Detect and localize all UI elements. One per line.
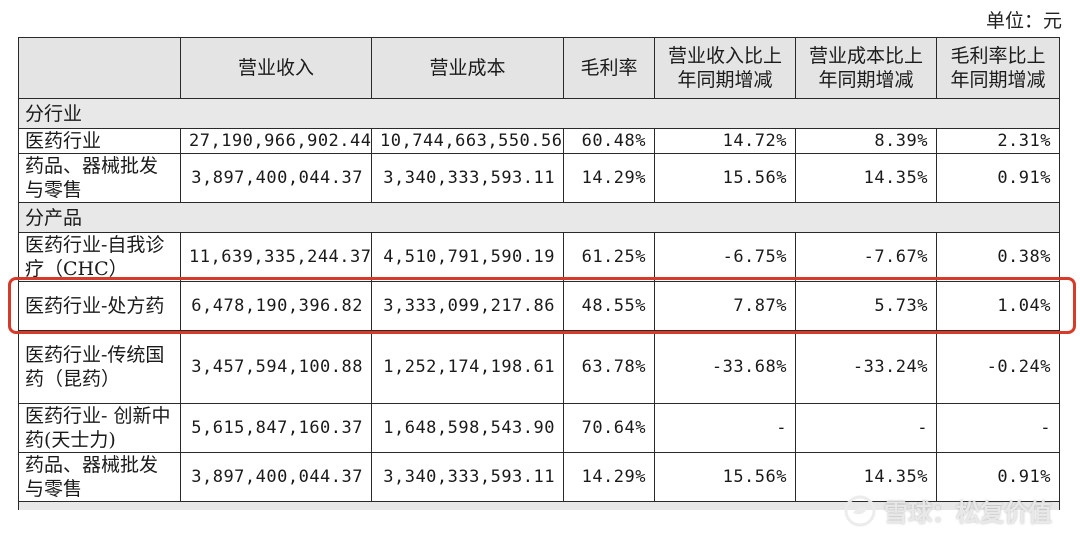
cell-cost-change: 8.39%: [795, 128, 937, 154]
cell-rev-change: 7.87%: [654, 281, 796, 331]
header-rev-change-line2: 年同期增减: [677, 69, 773, 91]
header-cost-change-line1: 营业成本比上: [808, 45, 923, 67]
cell-margin-change: 0.91%: [936, 153, 1060, 203]
cell-margin: 70.64%: [563, 403, 655, 453]
table-row: 医药行业-传统国药（昆药） 3,457,594,100.88 1,252,174,1…: [18, 330, 1060, 404]
row-name-cell: 医药行业: [18, 128, 181, 154]
header-revenue-label: 营业收入: [237, 57, 314, 79]
cell-cost-change: 14.35%: [795, 153, 937, 203]
cell-cost: 3,340,333,593.11: [371, 452, 564, 502]
header-cost-change: 营业成本比上 年同期增减: [795, 37, 937, 99]
header-margin-label: 毛利率: [580, 57, 638, 79]
header-cost-label: 营业成本: [429, 57, 506, 79]
cell-revenue: 6,478,190,396.82: [180, 281, 372, 331]
cell-cost: 1,252,174,198.61: [371, 330, 564, 404]
cell-rev-change: 14.72%: [654, 128, 796, 154]
cell-margin: 14.29%: [563, 153, 655, 203]
cell-margin: 61.25%: [563, 232, 655, 282]
header-margin-change-line1: 毛利率比上: [950, 45, 1046, 67]
cell-margin: 63.78%: [563, 330, 655, 404]
header-cost-change-line2: 年同期增减: [818, 69, 914, 91]
cell-margin-change: 0.38%: [936, 232, 1060, 282]
cell-cost: 10,744,663,550.56: [371, 128, 564, 154]
table-row: 药品、器械批发与零售 3,897,400,044.37 3,340,333,593.…: [18, 153, 1060, 203]
cell-rev-change: 15.56%: [654, 452, 796, 502]
header-revenue: 营业收入: [180, 37, 372, 99]
snowball-logo-icon: [844, 495, 876, 526]
row-name-cell: 医药行业- 创新中药(天士力): [18, 403, 181, 453]
section-title: 分行业: [18, 98, 1060, 129]
header-margin-change: 毛利率比上 年同期增减: [936, 37, 1060, 99]
cell-cost: 4,510,791,590.19: [371, 232, 564, 282]
cell-cost-change: -: [795, 403, 937, 453]
cell-margin: 60.48%: [563, 128, 655, 154]
table-row: 医药行业- 创新中药(天士力) 5,615,847,160.37 1,648,598…: [18, 403, 1060, 453]
table-row: 医药行业-自我诊疗（CHC） 11,639,335,244.37 4,510,791…: [18, 232, 1060, 282]
financial-table: 营业收入 营业成本 毛利率 营业收入比上 年同期增减 营业成本比上 年同期增减 毛利…: [18, 37, 1060, 510]
table-row: 药品、器械批发与零售 3,897,400,044.37 3,340,333,593.…: [18, 452, 1060, 502]
header-rev-change: 营业收入比上 年同期增减: [654, 37, 796, 99]
cell-rev-change: -6.75%: [654, 232, 796, 282]
cell-revenue: 11,639,335,244.37: [180, 232, 372, 282]
table-row: 医药行业-处方药 6,478,190,396.82 3,333,099,217.86…: [18, 281, 1060, 331]
cell-revenue: 3,457,594,100.88: [180, 330, 372, 404]
cell-rev-change: -: [654, 403, 796, 453]
section-title: 分产品: [18, 202, 1060, 233]
row-name-cell: 医药行业-传统国药（昆药）: [18, 330, 181, 404]
cell-rev-change: 15.56%: [654, 153, 796, 203]
cell-revenue: 27,190,966,902.44: [180, 128, 372, 154]
cell-margin: 14.29%: [563, 452, 655, 502]
watermark-text: 雪球：松复价值: [884, 499, 1052, 527]
cell-margin-change: -: [936, 403, 1060, 453]
row-name-cell: 药品、器械批发与零售: [18, 153, 181, 203]
header-rev-change-line1: 营业收入比上: [667, 45, 782, 67]
cell-cost-change: -7.67%: [795, 232, 937, 282]
header-margin: 毛利率: [563, 37, 655, 99]
row-name-cell: 药品、器械批发与零售: [18, 452, 181, 502]
cell-margin-change: 1.04%: [936, 281, 1060, 331]
cell-margin-change: 2.31%: [936, 128, 1060, 154]
cell-margin-change: -0.24%: [936, 330, 1060, 404]
header-margin-change-line2: 年同期增减: [950, 69, 1046, 91]
table-tail-row: [18, 501, 1060, 510]
unit-label: 单位：元: [985, 10, 1062, 32]
table-row: 医药行业 27,190,966,902.44 10,744,663,550.56 60…: [18, 128, 1060, 154]
cell-margin-change: 0.91%: [936, 452, 1060, 502]
section-header-row: 分行业: [18, 98, 1060, 129]
cell-revenue: 3,897,400,044.37: [180, 452, 372, 502]
cell-cost: 3,340,333,593.11: [371, 153, 564, 203]
cell-cost-change: -33.24%: [795, 330, 937, 404]
cell-cost-change: 5.73%: [795, 281, 937, 331]
cell-cost-change: 14.35%: [795, 452, 937, 502]
cell-cost: 3,333,099,217.86: [371, 281, 564, 331]
section-header-row: 分产品: [18, 202, 1060, 233]
row-name-cell: 医药行业-处方药: [18, 281, 181, 331]
header-row: 营业收入 营业成本 毛利率 营业收入比上 年同期增减 营业成本比上 年同期增减 毛利…: [18, 37, 1060, 99]
header-cell-empty: [18, 37, 181, 99]
cell-revenue: 3,897,400,044.37: [180, 153, 372, 203]
cell-margin: 48.55%: [563, 281, 655, 331]
cell-revenue: 5,615,847,160.37: [180, 403, 372, 453]
watermark: 雪球：松复价值: [844, 493, 1052, 528]
row-name-cell: 医药行业-自我诊疗（CHC）: [18, 232, 181, 282]
table-tail-cell: [18, 501, 1060, 510]
cell-cost: 1,648,598,543.90: [371, 403, 564, 453]
cell-rev-change: -33.68%: [654, 330, 796, 404]
header-cost: 营业成本: [371, 37, 564, 99]
